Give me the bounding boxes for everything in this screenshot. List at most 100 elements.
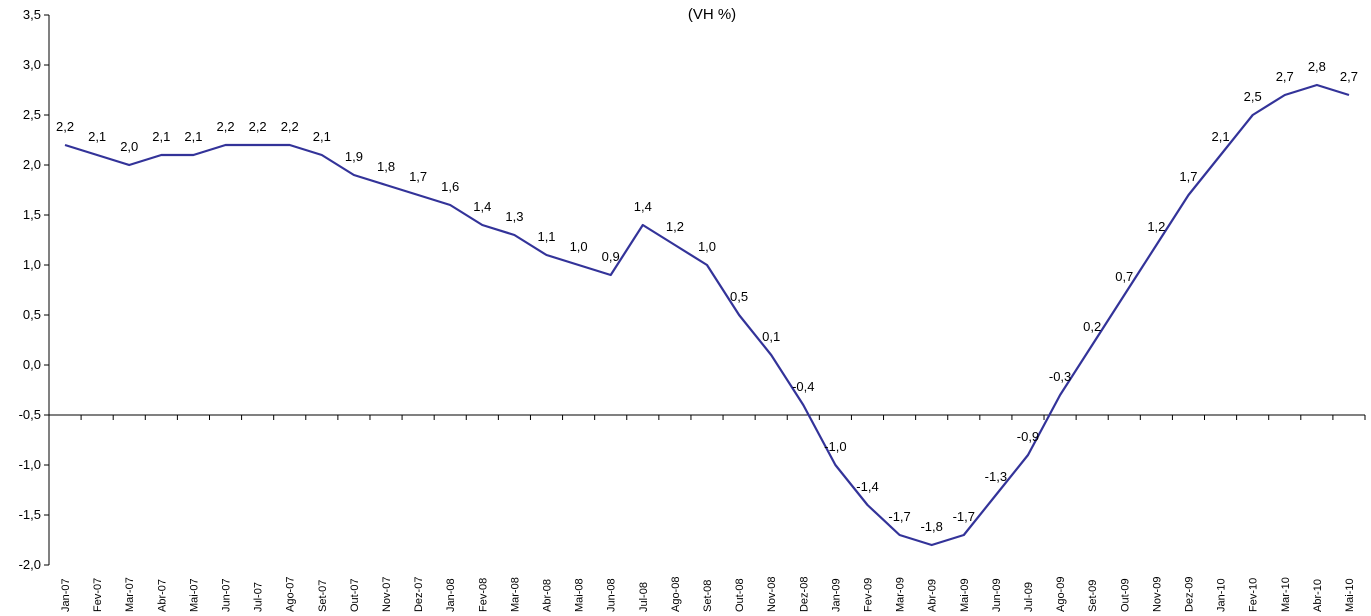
- data-labels: 2,2 2,1 2,0 2,1 2,1 2,2 2,2 2,2 2,1 1,9 1,8 1,7 1,6 1…: [56, 59, 1358, 534]
- series-line-path: [64, 83, 1350, 547]
- x-tick-label: Ago-09: [1055, 577, 1067, 612]
- x-tick-label: Dez-07: [413, 577, 425, 612]
- data-label: -1,8: [920, 519, 942, 534]
- data-label: -0,4: [792, 379, 814, 394]
- data-label: 2,2: [249, 119, 267, 134]
- y-axis: -2,0 -1,5 -1,0 -0,5 0,0 0,5 1,0 1,5 2,0 2,5 3,0 3,5: [19, 7, 50, 572]
- x-tick-label: Nov-08: [766, 577, 778, 612]
- x-tick-label: Jul-09: [1023, 582, 1035, 612]
- x-tick-label: Mai-09: [959, 578, 971, 612]
- x-tick-label: Jan-08: [445, 578, 457, 612]
- x-tick-label: Abr-08: [542, 579, 554, 612]
- data-label: 2,0: [120, 139, 138, 154]
- series-line: [64, 83, 1350, 547]
- x-tick-label: Mar-10: [1280, 577, 1292, 612]
- x-tick-label: Jan-07: [60, 578, 72, 612]
- data-label: 2,2: [56, 119, 74, 134]
- y-tick-label: 2,5: [23, 107, 41, 122]
- x-tick-label: Nov-09: [1151, 577, 1163, 612]
- x-tick-label: Mai-10: [1344, 578, 1356, 612]
- y-tick-label: 3,0: [23, 57, 41, 72]
- data-label: 1,2: [666, 219, 684, 234]
- x-tick-label: Jan-09: [830, 578, 842, 612]
- x-tick-label: Set-08: [702, 580, 714, 612]
- x-tick-label: Jun-08: [606, 578, 618, 612]
- y-tick-label: -1,5: [19, 507, 41, 522]
- data-label: 2,2: [216, 119, 234, 134]
- data-label: 1,7: [1179, 169, 1197, 184]
- data-label: 2,1: [313, 129, 331, 144]
- data-label: 0,2: [1083, 319, 1101, 334]
- x-tick-label: Jul-08: [638, 582, 650, 612]
- data-label: 0,9: [602, 249, 620, 264]
- y-tick-label: 2,0: [23, 157, 41, 172]
- data-label: 2,1: [1212, 129, 1230, 144]
- y-tick-label: -1,0: [19, 457, 41, 472]
- x-tick-label: Abr-07: [156, 579, 168, 612]
- x-tick-label: Jun-07: [221, 578, 233, 612]
- x-tick-label: Fev-07: [92, 578, 104, 612]
- y-tick-label: -2,0: [19, 557, 41, 572]
- data-label: 2,2: [281, 119, 299, 134]
- data-label: 2,8: [1308, 59, 1326, 74]
- data-label: -1,4: [856, 479, 878, 494]
- x-tick-label: Ago-08: [670, 577, 682, 612]
- x-tick-label: Jul-07: [253, 582, 265, 612]
- x-tick-label: Out-08: [734, 578, 746, 612]
- x-tick-label: Mai-07: [188, 578, 200, 612]
- data-label: -0,3: [1049, 369, 1071, 384]
- data-label: 1,7: [409, 169, 427, 184]
- data-label: 1,1: [537, 229, 555, 244]
- data-label: 2,7: [1276, 69, 1294, 84]
- data-label: 1,0: [570, 239, 588, 254]
- y-tick-label: 1,0: [23, 257, 41, 272]
- data-label: -1,0: [824, 439, 846, 454]
- data-label: 2,1: [152, 129, 170, 144]
- x-tick-label: Dez-08: [798, 577, 810, 612]
- data-label: -1,3: [985, 469, 1007, 484]
- data-label: 1,2: [1147, 219, 1165, 234]
- data-label: -0,9: [1017, 429, 1039, 444]
- x-axis: Jan-07 Fev-07 Mar-07 Abr-07 Mai-07 Jun-07 Jul-…: [48, 414, 1366, 612]
- x-tick-label: Abr-09: [927, 579, 939, 612]
- x-tick-label: Nov-07: [381, 577, 393, 612]
- data-label: 0,5: [730, 289, 748, 304]
- x-tick-label: Set-09: [1087, 580, 1099, 612]
- x-tick-label: Mar-08: [509, 577, 521, 612]
- y-tick-label: -0,5: [19, 407, 41, 422]
- data-label: 1,8: [377, 159, 395, 174]
- data-label: 1,4: [634, 199, 652, 214]
- data-label: 1,3: [505, 209, 523, 224]
- x-tick-label: Mar-09: [895, 577, 907, 612]
- data-label: 1,0: [698, 239, 716, 254]
- data-label: 2,5: [1244, 89, 1262, 104]
- y-tick-label: 0,5: [23, 307, 41, 322]
- x-tick-label: Ago-07: [285, 577, 297, 612]
- y-tick-label: 1,5: [23, 207, 41, 222]
- x-tick-label: Mar-07: [124, 577, 136, 612]
- data-label: 2,1: [88, 129, 106, 144]
- data-label: 1,4: [473, 199, 491, 214]
- data-label: 1,6: [441, 179, 459, 194]
- data-label: 0,7: [1115, 269, 1133, 284]
- x-tick-label: Fev-10: [1248, 578, 1260, 612]
- x-tick-label: Set-07: [317, 580, 329, 612]
- x-tick-label: Dez-09: [1183, 577, 1195, 612]
- x-tick-label: Abr-10: [1312, 579, 1324, 612]
- data-label: 2,7: [1340, 69, 1358, 84]
- x-tick-label: Out-09: [1119, 578, 1131, 612]
- x-tick-label: Fev-08: [477, 578, 489, 612]
- chart-title: (VH %): [688, 6, 736, 23]
- y-tick-label: 3,5: [23, 7, 41, 22]
- x-tick-label: Fev-09: [862, 578, 874, 612]
- y-tick-label: 0,0: [23, 357, 41, 372]
- x-tick-label: Jun-09: [991, 578, 1003, 612]
- x-tick-label: Jan-10: [1216, 578, 1228, 612]
- data-label: 1,9: [345, 149, 363, 164]
- x-tick-label: Mai-08: [574, 578, 586, 612]
- data-label: 2,1: [184, 129, 202, 144]
- x-tick-label: Out-07: [349, 578, 361, 612]
- data-label: 0,1: [762, 329, 780, 344]
- data-label: -1,7: [888, 509, 910, 524]
